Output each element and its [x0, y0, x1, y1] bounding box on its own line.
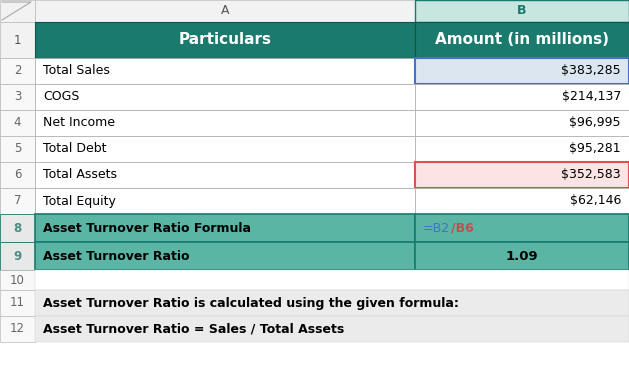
Text: 9: 9 [13, 249, 21, 262]
Text: A: A [221, 5, 229, 17]
Bar [35, 270, 629, 290]
Bar [415, 58, 629, 84]
Bar [0, 188, 35, 214]
Text: Total Equity: Total Equity [43, 195, 116, 208]
Text: 3: 3 [14, 90, 21, 103]
Bar [35, 136, 415, 162]
Bar [415, 22, 629, 58]
Text: /B6: /B6 [451, 222, 474, 235]
Bar [35, 188, 415, 214]
Bar [0, 290, 35, 316]
Bar [35, 242, 415, 270]
Bar [0, 110, 35, 136]
Bar [0, 136, 35, 162]
Text: $96,995: $96,995 [569, 117, 621, 129]
Bar [35, 110, 415, 136]
Text: 1: 1 [14, 34, 21, 46]
Text: Asset Turnover Ratio is calculated using the given formula:: Asset Turnover Ratio is calculated using… [43, 296, 459, 310]
Bar [0, 214, 35, 242]
Bar [35, 214, 415, 242]
Bar [415, 84, 629, 110]
Text: 7: 7 [14, 195, 21, 208]
Text: $214,137: $214,137 [562, 90, 621, 103]
Bar [0, 162, 35, 188]
Text: Asset Turnover Ratio = Sales / Total Assets: Asset Turnover Ratio = Sales / Total Ass… [43, 322, 344, 335]
Bar [0, 316, 35, 342]
Text: 4: 4 [14, 117, 21, 129]
Bar [415, 242, 629, 270]
Bar [35, 84, 415, 110]
Text: Total Debt: Total Debt [43, 142, 106, 156]
Text: B: B [517, 5, 526, 17]
Text: Total Sales: Total Sales [43, 64, 110, 78]
Text: Amount (in millions): Amount (in millions) [435, 32, 609, 47]
Bar [35, 316, 629, 342]
Text: 12: 12 [10, 322, 25, 335]
Bar [415, 162, 629, 188]
Bar [35, 290, 629, 316]
Bar [35, 22, 415, 58]
Bar [415, 214, 629, 242]
Text: Total Assets: Total Assets [43, 169, 117, 181]
Bar [0, 242, 35, 270]
Text: $95,281: $95,281 [569, 142, 621, 156]
Text: COGS: COGS [43, 90, 79, 103]
Text: 2: 2 [14, 64, 21, 78]
Text: 6: 6 [14, 169, 21, 181]
Text: $62,146: $62,146 [570, 195, 621, 208]
Bar [35, 162, 415, 188]
Text: $383,285: $383,285 [561, 64, 621, 78]
Text: Particulars: Particulars [179, 32, 272, 47]
Text: 11: 11 [10, 296, 25, 310]
Bar [415, 188, 629, 214]
Bar [35, 0, 415, 22]
Bar [415, 0, 629, 22]
Text: Asset Turnover Ratio Formula: Asset Turnover Ratio Formula [43, 222, 251, 235]
Text: 1.09: 1.09 [506, 249, 538, 262]
Bar [0, 84, 35, 110]
Text: Asset Turnover Ratio: Asset Turnover Ratio [43, 249, 189, 262]
Bar [415, 110, 629, 136]
Bar [0, 58, 35, 84]
Bar [0, 22, 35, 58]
Bar [0, 270, 35, 290]
Text: $352,583: $352,583 [561, 169, 621, 181]
Text: =B2: =B2 [423, 222, 450, 235]
Text: 5: 5 [14, 142, 21, 156]
Bar [415, 136, 629, 162]
Bar [0, 0, 35, 22]
Text: Net Income: Net Income [43, 117, 115, 129]
Text: 8: 8 [13, 222, 21, 235]
Text: 10: 10 [10, 274, 25, 286]
Bar [35, 58, 415, 84]
